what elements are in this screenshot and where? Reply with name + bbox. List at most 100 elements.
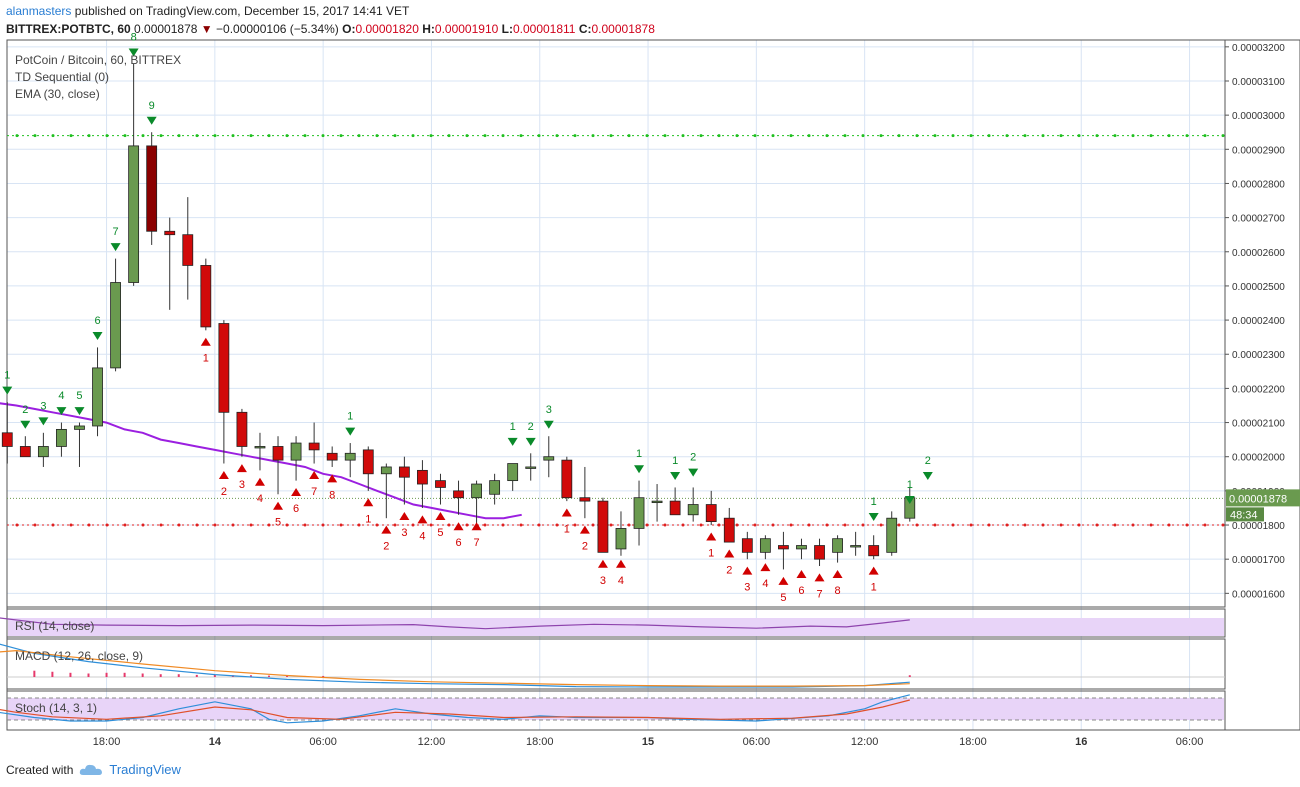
resistance-dot [555,134,559,138]
resistance-dot [447,134,451,138]
td-buy-arrow [273,501,284,510]
y-tick-label: 0.00002000 [1232,453,1285,464]
resistance-dot [1059,134,1063,138]
macd-line [0,643,910,688]
td-sell-arrow [688,468,699,477]
y-tick-label: 0.00002600 [1232,248,1285,259]
price-change: −0.00000106 (−5.34%) [216,22,339,36]
td-sell-count: 3 [40,400,46,412]
resistance-dot [51,134,55,138]
x-tick-label: 06:00 [309,736,337,748]
td-sell-arrow [525,437,536,446]
resistance-dot [357,134,361,138]
candle [687,487,699,522]
support-dot [159,523,163,527]
resistance-dot [501,134,505,138]
candle-body [200,265,212,328]
high-label: H: [422,22,435,36]
td-buy-arrow [868,566,879,575]
td-buy-arrow [832,570,843,579]
resistance-dot [753,134,757,138]
rsi-legend[interactable]: RSI (14, close) [15,619,95,633]
resistance-dot [267,134,271,138]
candle-body [92,367,103,427]
support-dot [987,523,991,527]
author-link[interactable]: alanmasters [6,4,72,18]
candle-body [687,504,699,516]
support-dot [1203,523,1207,527]
resistance-dot [1131,134,1135,138]
td-sell-arrow [868,513,879,522]
resistance-dot [465,134,469,138]
resistance-dot [861,134,865,138]
td-buy-count: 2 [383,541,389,553]
support-dot [537,523,541,527]
candle-body [796,545,807,550]
support-dot [33,523,37,527]
td-sell-count: 6 [94,315,100,327]
y-tick-label: 0.00002300 [1232,350,1285,361]
resistance-dot [591,134,595,138]
y-tick-label: 0.00002900 [1232,145,1285,156]
td-buy-count: 6 [455,537,461,549]
td-buy-count: 1 [871,582,877,594]
candle-body [362,449,374,475]
support-dot [717,523,721,527]
td-buy-count: 8 [835,585,841,597]
support-dot [519,523,523,527]
td-buy-count: 4 [257,493,263,505]
candle [236,408,248,457]
x-tick-label: 12:00 [418,736,446,748]
candle-body [37,446,49,458]
resistance-dot [879,134,883,138]
resistance-dot [1113,134,1117,138]
ema-legend[interactable]: EMA (30, close) [15,87,100,101]
macd-legend[interactable]: MACD (12, 26, close, 9) [15,649,144,663]
resistance-dot [627,134,631,138]
td-buy-count: 2 [726,565,732,577]
candle-body [344,452,356,461]
support-dot [969,523,973,527]
y-tick-label: 0.00003000 [1232,111,1285,122]
candle [507,463,519,491]
candle [110,258,121,372]
resistance-dot [915,134,919,138]
support-dot [267,523,271,527]
td-buy-count: 4 [618,575,624,587]
support-dot [735,523,739,527]
main-series-legend[interactable]: PotCoin / Bitcoin, 60, BITTREX [15,53,182,67]
candle [832,535,843,563]
symbol-label: BITTREX:POTBTC, 60 [6,22,131,36]
support-dot [393,523,397,527]
td-sell-count: 1 [672,455,678,467]
support-dot [447,523,451,527]
support-dot [339,523,343,527]
y-tick-label: 0.00001700 [1232,555,1285,566]
stoch-legend[interactable]: Stoch (14, 3, 1) [15,701,98,715]
candle-body [110,282,121,369]
candle-body [417,469,428,485]
candle [741,531,753,560]
candle [164,217,176,310]
resistance-dot [1221,134,1225,138]
support-dot [141,523,145,527]
resistance-dot [429,134,433,138]
candle [344,443,356,478]
x-tick-label: 12:00 [851,736,879,748]
resistance-dot [1185,134,1189,138]
td-sell-arrow [110,243,121,252]
td-sequential-legend[interactable]: TD Sequential (0) [15,70,110,84]
td-sell-count: 5 [76,390,82,402]
y-tick-label: 0.00001800 [1232,521,1285,532]
tradingview-link[interactable]: TradingView [109,762,181,777]
resistance-dot [609,134,613,138]
td-buy-count: 2 [582,541,588,553]
support-dot [1149,523,1153,527]
candle [886,511,898,556]
stoch-band [8,698,1224,720]
countdown-label: 48:34 [1230,509,1258,521]
support-dot [1131,523,1135,527]
candle-body [741,538,753,553]
candle-body [56,428,67,447]
